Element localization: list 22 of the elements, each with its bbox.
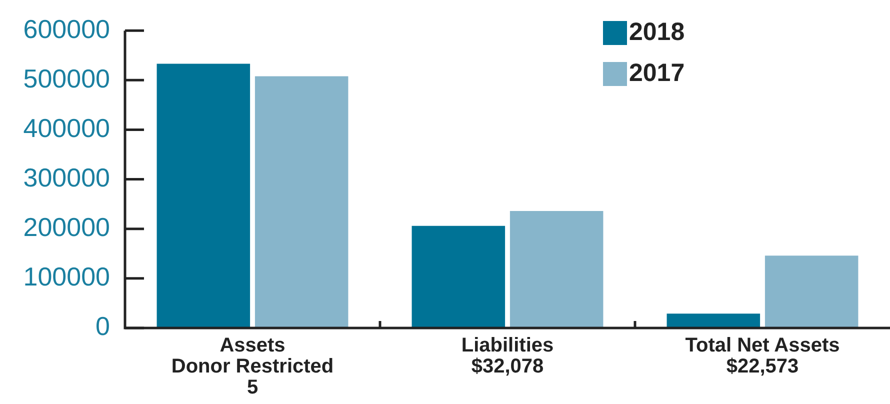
bar (156, 64, 250, 328)
legend-label: 2017 (629, 59, 685, 88)
legend-label: 2018 (629, 18, 685, 47)
bar (510, 211, 604, 328)
bar (412, 226, 506, 328)
bar (666, 314, 760, 328)
y-tick-label: 100000 (23, 262, 110, 292)
y-tick-label: 300000 (23, 162, 110, 192)
y-tick-label: 0 (96, 311, 110, 342)
text: $22,573 (726, 356, 799, 378)
x-tick-label: Total Net Assets (685, 334, 840, 357)
text: 5 (246, 376, 258, 399)
x-tick-label: Liabilities (461, 334, 554, 357)
y-tick-label: 200000 (23, 212, 110, 242)
y-tick-label: 500000 (23, 63, 110, 94)
bar (254, 76, 348, 328)
y-tick-label: 400000 (23, 112, 110, 143)
y-tick-label: 600000 (23, 14, 110, 44)
bar (764, 256, 858, 328)
text: Donor Restricted (171, 356, 334, 378)
text: $32,078 (471, 356, 544, 378)
x-tick-label: Assets (220, 334, 286, 357)
